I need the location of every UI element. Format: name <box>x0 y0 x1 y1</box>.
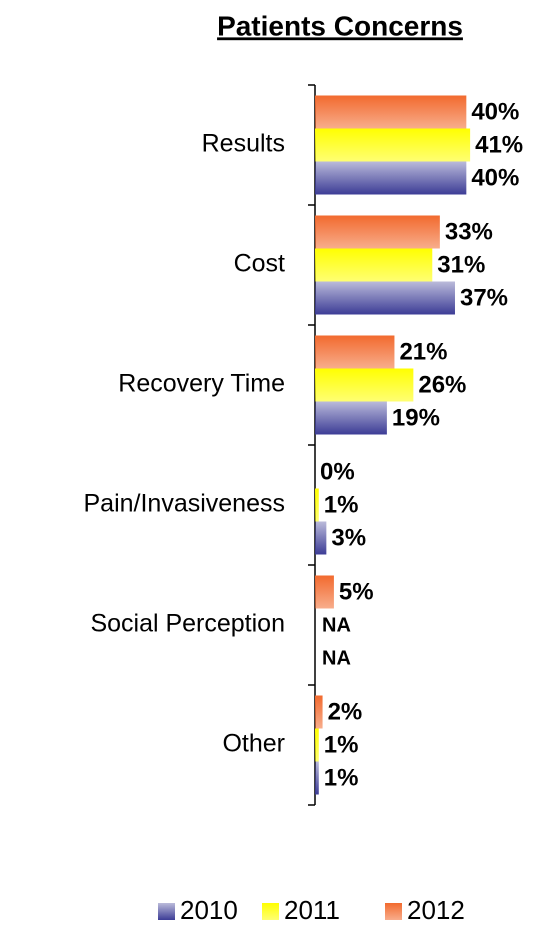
value-label: 33% <box>445 218 493 245</box>
value-label: NA <box>322 614 351 636</box>
category-label: Other <box>222 730 285 758</box>
bar <box>315 368 414 402</box>
legend-label: 2011 <box>284 895 340 925</box>
category-label: Results <box>202 130 285 158</box>
category-label: Social Perception <box>90 610 285 638</box>
value-label: 1% <box>324 731 359 758</box>
bar <box>315 401 387 435</box>
value-label: 1% <box>324 764 359 791</box>
legend-label: 2012 <box>407 895 465 925</box>
value-label: 21% <box>399 338 447 365</box>
bar <box>315 521 327 555</box>
value-label: 41% <box>475 131 523 158</box>
chart-title: Patients Concerns <box>217 10 463 41</box>
value-label: 5% <box>339 578 374 605</box>
category-label: Cost <box>234 250 285 278</box>
value-label: 40% <box>471 164 519 191</box>
value-label: NA <box>322 647 351 669</box>
legend-swatch <box>262 903 279 920</box>
legend-swatch <box>158 903 175 920</box>
bar <box>315 215 440 249</box>
value-label: 40% <box>471 98 519 125</box>
bar <box>315 161 467 195</box>
bar <box>315 488 319 522</box>
value-label: 19% <box>392 404 440 431</box>
legend-swatch <box>385 903 402 920</box>
bar <box>315 335 395 369</box>
category-label: Recovery Time <box>118 370 285 398</box>
value-label: 37% <box>460 284 508 311</box>
bar <box>315 575 334 609</box>
value-label: 3% <box>331 524 366 551</box>
bar <box>315 695 323 729</box>
value-label: 31% <box>437 251 485 278</box>
bar <box>315 128 471 162</box>
bar <box>315 281 455 315</box>
value-label: 1% <box>324 491 359 518</box>
bar <box>315 761 319 795</box>
category-label: Pain/Invasiveness <box>83 490 285 518</box>
bar <box>315 95 467 129</box>
legend-label: 2010 <box>180 895 238 925</box>
bar <box>315 248 433 282</box>
value-label: 26% <box>418 371 466 398</box>
value-label: 2% <box>328 698 363 725</box>
bar <box>315 728 319 762</box>
value-label: 0% <box>320 458 355 485</box>
